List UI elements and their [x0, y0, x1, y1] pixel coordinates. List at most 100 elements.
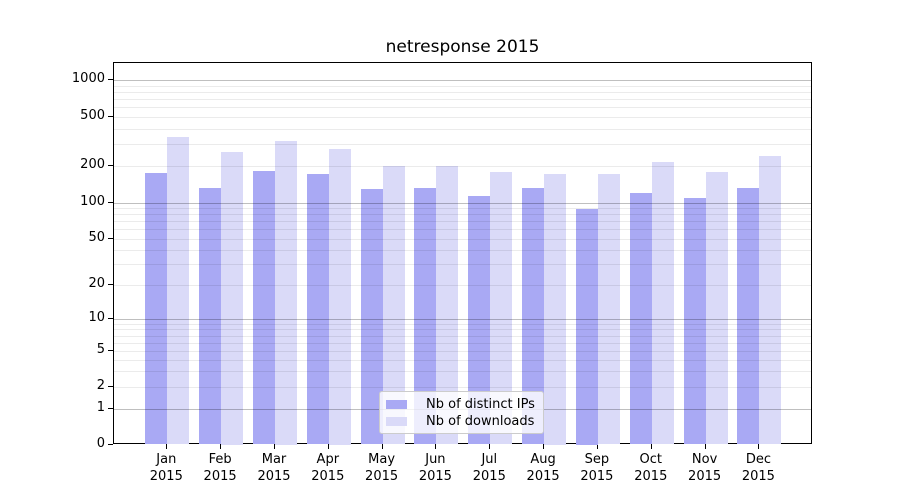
chart-title: netresponse 2015: [385, 37, 540, 57]
x-tick-month: Sep: [584, 452, 610, 467]
y-tick-mark: [108, 202, 113, 203]
minor-gridline: [114, 128, 811, 130]
bar-downloads-9: [651, 162, 674, 445]
y-tick-mark: [108, 443, 113, 445]
x-tick-mark: [274, 444, 275, 449]
y-tick-label: 500: [80, 108, 105, 123]
x-tick-year: 2015: [365, 469, 399, 484]
x-tick-mark: [220, 444, 222, 449]
bar-ips-11: [737, 188, 760, 445]
x-tick-month: Nov: [691, 452, 718, 467]
bar-downloads-0: [167, 137, 190, 445]
minor-gridline: [114, 229, 811, 231]
x-tick-month: May: [368, 452, 396, 467]
x-tick-label: Feb 2015: [190, 451, 250, 485]
x-tick-label: Aug 2015: [513, 451, 573, 485]
bar-ips-0: [145, 172, 168, 445]
minor-gridline: [114, 117, 811, 118]
minor-gridline: [114, 144, 811, 145]
bar-downloads-6: [490, 172, 513, 445]
minor-gridline: [114, 208, 811, 210]
bar-ips-4: [360, 189, 383, 445]
minor-gridline: [114, 165, 811, 167]
minor-gridline: [114, 238, 811, 240]
y-tick-mark: [108, 318, 113, 319]
y-tick-label: 10: [88, 310, 105, 325]
x-tick-label: Nov 2015: [675, 451, 735, 485]
x-tick-label: Mar 2015: [244, 451, 304, 485]
x-tick-year: 2015: [418, 469, 452, 484]
x-tick-label: May 2015: [352, 451, 412, 485]
y-tick-label: 20: [88, 275, 105, 291]
legend-entry-downloads: Nb of downloads: [386, 413, 543, 430]
x-tick-year: 2015: [526, 469, 560, 484]
minor-gridline: [114, 99, 811, 100]
x-tick-month: Jul: [481, 452, 498, 467]
x-tick-month: Feb: [208, 452, 232, 467]
x-tick-mark: [381, 444, 383, 449]
x-tick-year: 2015: [203, 469, 237, 484]
x-tick-mark: [489, 444, 491, 449]
bar-ips-2: [253, 170, 275, 445]
x-tick-year: 2015: [257, 469, 291, 484]
minor-gridline: [114, 91, 811, 93]
bar-downloads-2: [275, 141, 297, 445]
bar-downloads-3: [328, 149, 351, 445]
x-tick-year: 2015: [580, 469, 614, 484]
y-tick-label: 0: [96, 435, 105, 451]
bar-ips-10: [683, 197, 706, 445]
x-tick-month: Mar: [261, 452, 287, 467]
x-tick-year: 2015: [634, 469, 668, 484]
x-tick-month: Jun: [425, 452, 446, 467]
minor-gridline: [114, 329, 811, 331]
bar-ips-9: [629, 193, 652, 445]
x-tick-month: Oct: [639, 452, 663, 467]
y-tick-mark: [108, 407, 113, 409]
y-tick-mark: [108, 350, 113, 351]
x-tick-mark: [596, 444, 598, 449]
x-tick-label: Sep 2015: [567, 451, 627, 485]
x-tick-label: Jun 2015: [405, 451, 465, 485]
x-tick-mark: [327, 444, 329, 449]
y-tick-label: 100: [80, 194, 105, 209]
y-tick-label: 200: [80, 156, 105, 172]
y-tick-mark: [108, 79, 113, 80]
x-tick-year: 2015: [688, 469, 722, 484]
x-tick-month: Dec: [745, 452, 771, 467]
legend-swatch: [386, 400, 407, 409]
bar-downloads-11: [759, 156, 782, 445]
x-tick-month: Aug: [530, 452, 556, 467]
bar-downloads-7: [544, 174, 567, 445]
x-tick-label: Jul 2015: [459, 451, 519, 485]
y-tick-label: 2: [96, 378, 105, 393]
bar-ips-5: [414, 187, 437, 445]
bar-downloads-5: [436, 165, 459, 445]
y-tick-label: 5: [96, 342, 105, 357]
legend: Nb of distinct IPs Nb of downloads: [379, 391, 544, 434]
bar-downloads-1: [221, 152, 244, 445]
legend-entry-label: Nb of distinct IPs: [426, 397, 535, 412]
bar-ips-6: [468, 195, 491, 445]
minor-gridline: [114, 342, 811, 344]
y-tick-mark: [108, 237, 113, 239]
x-tick-mark: [435, 444, 437, 449]
minor-gridline: [114, 351, 811, 352]
bar-downloads-10: [705, 171, 728, 445]
x-tick-month: Jan: [156, 452, 177, 467]
major-gridline: [114, 319, 811, 320]
y-tick-label: 50: [88, 229, 105, 245]
legend-swatch: [386, 417, 407, 426]
x-tick-year: 2015: [149, 469, 183, 484]
major-gridline: [114, 80, 811, 81]
y-tick-label: 1000: [71, 71, 105, 86]
major-gridline: [114, 203, 811, 204]
x-tick-mark: [758, 444, 760, 449]
minor-gridline: [114, 323, 811, 325]
x-tick-mark: [543, 444, 545, 449]
x-tick-year: 2015: [311, 469, 345, 484]
minor-gridline: [114, 359, 811, 361]
bar-downloads-4: [382, 166, 405, 445]
x-tick-mark: [166, 444, 168, 449]
x-tick-mark: [704, 444, 706, 449]
minor-gridline: [114, 85, 811, 87]
